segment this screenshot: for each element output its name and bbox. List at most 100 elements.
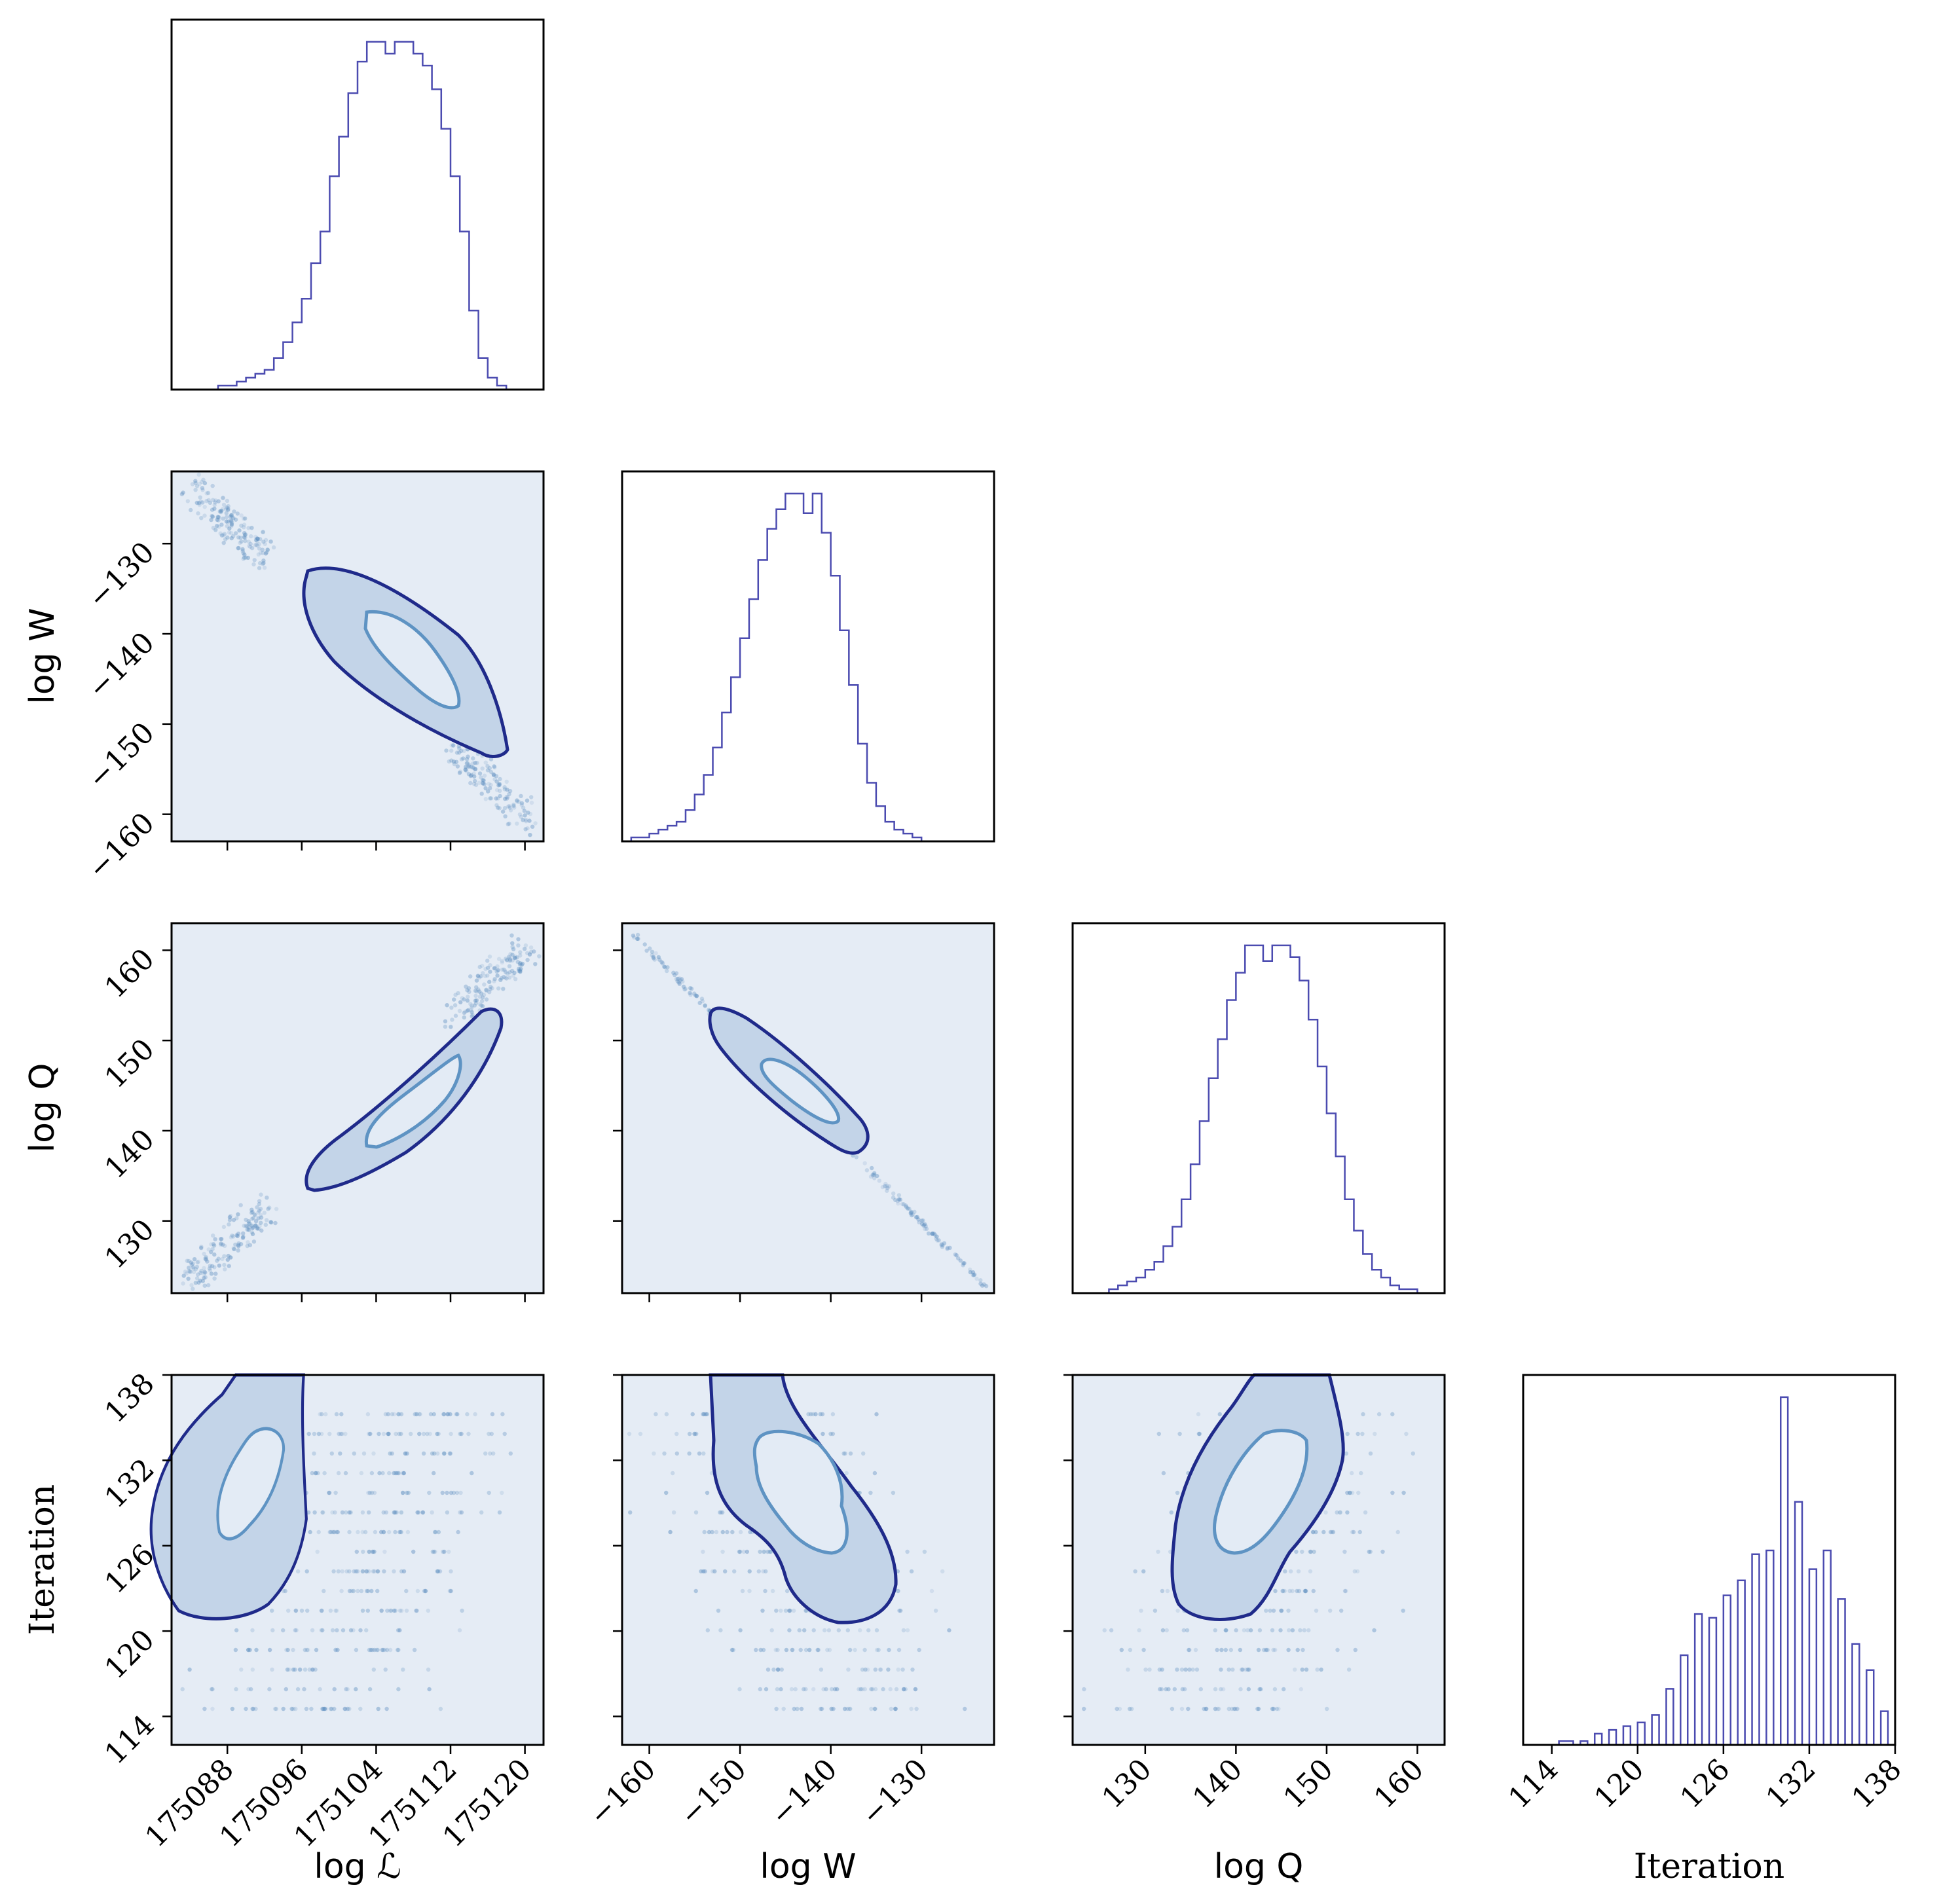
scatter-point bbox=[226, 1253, 231, 1258]
scatter-point bbox=[484, 989, 489, 993]
scatter-point bbox=[450, 1017, 454, 1022]
scatter-point bbox=[532, 949, 536, 954]
scatter-point bbox=[714, 1529, 719, 1535]
scatter-point bbox=[1268, 1608, 1272, 1613]
scatter-point bbox=[202, 1251, 206, 1256]
scatter-point bbox=[815, 1647, 820, 1653]
scatter-point bbox=[257, 1201, 261, 1207]
scatter-point bbox=[339, 1431, 343, 1437]
scatter-point bbox=[1308, 1549, 1312, 1554]
scatter-point bbox=[261, 558, 266, 563]
scatter-point bbox=[323, 1706, 329, 1712]
scatter-point bbox=[221, 541, 226, 545]
scatter-point bbox=[331, 1569, 336, 1574]
scatter-point bbox=[477, 995, 483, 999]
scatter-point bbox=[274, 1207, 279, 1211]
x-tick-label: 130 bbox=[1096, 1753, 1158, 1815]
scatter-point bbox=[193, 1281, 198, 1285]
scatter-point bbox=[447, 1588, 452, 1594]
scatter-point bbox=[211, 498, 215, 502]
scatter-point bbox=[790, 1647, 795, 1653]
scatter-point bbox=[898, 1198, 902, 1202]
scatter-point bbox=[257, 1208, 262, 1213]
scatter-point bbox=[1328, 1608, 1333, 1613]
scatter-point bbox=[253, 543, 257, 547]
scatter-point bbox=[835, 1687, 840, 1692]
scatter-point bbox=[286, 1647, 290, 1653]
scatter-point bbox=[488, 987, 492, 992]
scatter-point bbox=[305, 1569, 309, 1574]
scatter-point bbox=[1137, 1628, 1141, 1633]
scatter-point bbox=[675, 979, 680, 984]
scatter-point bbox=[902, 1687, 906, 1692]
scatter-point bbox=[1232, 1706, 1238, 1712]
scatter-point bbox=[454, 1490, 460, 1495]
scatter-point bbox=[229, 1235, 234, 1239]
scatter-point bbox=[193, 479, 198, 483]
scatter-point bbox=[926, 1231, 931, 1236]
scatter-point bbox=[674, 977, 679, 981]
scatter-point bbox=[515, 798, 519, 803]
inner-contour bbox=[216, 1427, 286, 1541]
scatter-point bbox=[399, 1529, 403, 1535]
scatter-point bbox=[1323, 1510, 1328, 1515]
scatter-point bbox=[525, 951, 530, 955]
scatter-point bbox=[467, 762, 471, 767]
scatter-point bbox=[467, 989, 471, 995]
scatter-point bbox=[194, 500, 199, 505]
scatter-point bbox=[329, 1706, 334, 1712]
scatter-point bbox=[242, 516, 246, 521]
scatter-point bbox=[492, 979, 496, 983]
scatter-point bbox=[452, 1003, 458, 1008]
scatter-point bbox=[828, 1431, 833, 1437]
scatter-point bbox=[464, 769, 469, 774]
scatter-point bbox=[1314, 1529, 1318, 1535]
panel-background bbox=[172, 923, 544, 1293]
scatter-point bbox=[239, 1667, 244, 1672]
scatter-point bbox=[940, 1243, 945, 1248]
scatter-point bbox=[1294, 1549, 1299, 1554]
scatter-point bbox=[394, 1471, 399, 1476]
scatter-point bbox=[219, 533, 225, 538]
scatter-point bbox=[199, 1245, 204, 1249]
scatter-point bbox=[895, 1199, 900, 1203]
scatter-point bbox=[517, 812, 523, 817]
scatter-point bbox=[909, 1210, 914, 1215]
scatter-point bbox=[283, 1588, 287, 1594]
scatter-point bbox=[1356, 1490, 1361, 1495]
scatter-point bbox=[872, 1171, 877, 1176]
scatter-point bbox=[382, 1529, 386, 1535]
scatter-point bbox=[235, 511, 240, 516]
scatter-point bbox=[694, 994, 699, 998]
scatter-point bbox=[254, 1647, 259, 1653]
scatter-point bbox=[1310, 1529, 1316, 1535]
scatter-point bbox=[456, 991, 460, 996]
scatter-point bbox=[456, 1529, 460, 1535]
scatter-point bbox=[807, 1647, 812, 1653]
scatter-point bbox=[393, 1510, 397, 1515]
scatter-point bbox=[259, 1215, 264, 1220]
scatter-point bbox=[877, 1179, 882, 1183]
scatter-point bbox=[418, 1412, 422, 1417]
scatter-point bbox=[491, 773, 496, 778]
scatter-point bbox=[236, 545, 241, 551]
scatter-point bbox=[306, 1431, 311, 1437]
scatter-point bbox=[825, 1647, 830, 1653]
scatter-point bbox=[747, 1569, 752, 1574]
scatter-point bbox=[196, 511, 200, 516]
scatter-point bbox=[251, 562, 256, 567]
scatter-point bbox=[908, 1211, 913, 1216]
scatter-point bbox=[322, 1588, 326, 1594]
scatter-point bbox=[1295, 1647, 1300, 1653]
scatter-point bbox=[803, 1687, 808, 1692]
scatter-point bbox=[482, 773, 487, 778]
scatter-point bbox=[247, 543, 251, 548]
scatter-point bbox=[238, 536, 243, 540]
scatter-point bbox=[1279, 1608, 1284, 1613]
scatter-point bbox=[406, 1490, 411, 1495]
scatter-point bbox=[507, 821, 511, 826]
scatter-point bbox=[470, 1471, 474, 1476]
scatter-point bbox=[354, 1687, 358, 1692]
scatter-point bbox=[453, 993, 458, 997]
scatter-point bbox=[449, 1025, 453, 1029]
